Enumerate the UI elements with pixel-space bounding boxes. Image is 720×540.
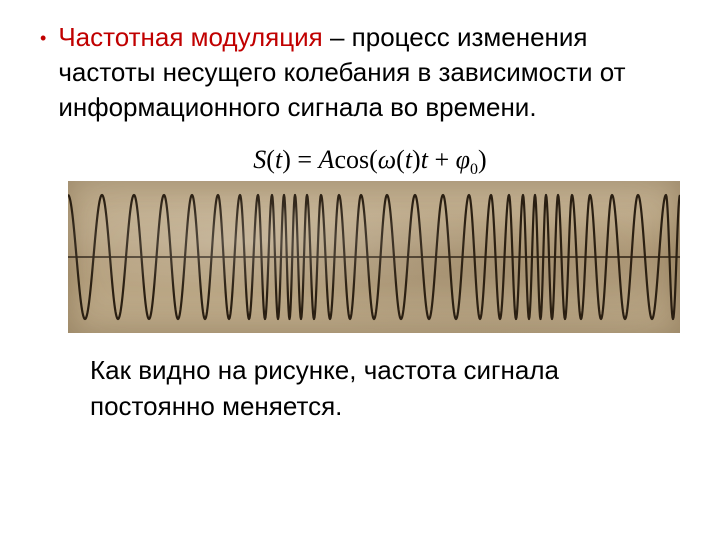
formula-phi: φ <box>456 145 470 174</box>
formula-omega: ω <box>378 145 396 174</box>
formula-t3: t <box>421 145 428 174</box>
formula-eq: = <box>291 145 319 174</box>
formula-plus: + <box>428 145 456 174</box>
waveform-svg <box>68 181 680 333</box>
formula-S: S <box>253 145 266 174</box>
formula-A: A <box>319 145 335 174</box>
fm-waveform-image <box>68 181 680 333</box>
definition-bullet: • Частотная модуляция – процесс изменени… <box>20 20 680 125</box>
term: Частотная модуляция <box>58 22 322 52</box>
formula-t2: t <box>405 145 412 174</box>
definition-text: Частотная модуляция – процесс изменения … <box>58 20 680 125</box>
caption-text: Как видно на рисунке, частота сигнала по… <box>20 353 680 423</box>
bullet-marker: • <box>40 26 46 125</box>
formula-sub0: 0 <box>470 161 478 178</box>
formula: S(t) = Acos(ω(t)t + φ0) <box>20 145 680 179</box>
formula-cos: cos <box>334 145 369 174</box>
